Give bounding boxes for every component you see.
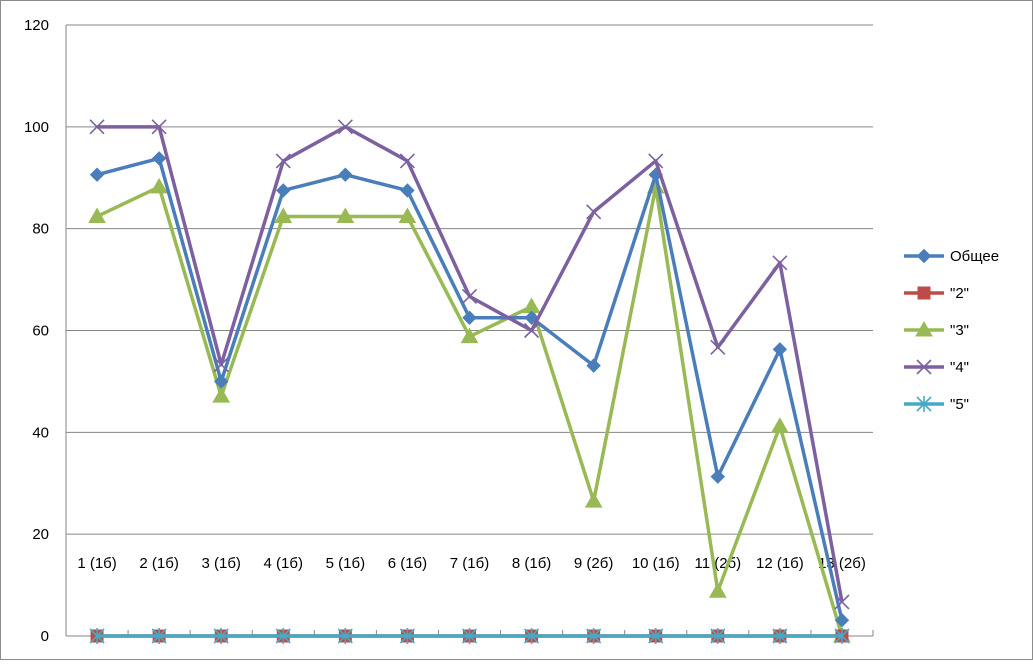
series-line bbox=[97, 125, 844, 603]
data-point-diamond bbox=[462, 310, 477, 325]
data-point-triangle bbox=[336, 207, 355, 223]
data-point-triangle bbox=[708, 582, 727, 598]
data-point-star bbox=[89, 628, 105, 644]
data-point-triangle bbox=[771, 417, 789, 433]
legend-entry: "4" bbox=[904, 359, 969, 376]
data-point-triangle bbox=[522, 297, 541, 314]
data-point-star bbox=[710, 628, 726, 644]
data-point-star bbox=[461, 628, 478, 644]
data-point-triangle bbox=[212, 387, 231, 403]
data-point-square bbox=[917, 286, 931, 300]
legend-label: Общее bbox=[950, 248, 999, 265]
data-point-x bbox=[399, 153, 415, 169]
y-tick-label: 20 bbox=[32, 526, 49, 543]
data-point-triangle bbox=[584, 492, 603, 508]
x-category-label: 8 (1б) bbox=[512, 555, 551, 572]
legend: Общее "2" "3" "4" "5" bbox=[904, 248, 999, 413]
x-category-label: 7 (1б) bbox=[450, 555, 489, 572]
data-point-triangle bbox=[150, 177, 168, 194]
data-point-x bbox=[710, 339, 726, 355]
x-category-label: 12 (1б) bbox=[756, 555, 804, 572]
legend-label: "4" bbox=[950, 359, 969, 376]
data-point-x bbox=[275, 153, 291, 169]
data-point-diamond bbox=[89, 167, 105, 182]
data-point-x bbox=[89, 119, 105, 135]
legend-label: "2" bbox=[950, 285, 969, 302]
data-point-triangle bbox=[460, 327, 479, 344]
x-category-labels: 1 (1б) 2 (1б) 3 (1б) 4 (1б) 5 (1б) 6 (1б) 7 (1… bbox=[77, 555, 866, 572]
data-point-diamond bbox=[338, 167, 353, 182]
data-point-star bbox=[916, 396, 932, 412]
x-category-label: 11 (2б) bbox=[694, 555, 741, 572]
x-category-label: 1 (1б) bbox=[77, 555, 116, 572]
data-point-triangle bbox=[398, 207, 417, 223]
y-tick-label: 100 bbox=[24, 119, 49, 136]
x-category-label: 9 (2б) bbox=[574, 555, 613, 572]
data-point-diamond bbox=[213, 374, 229, 389]
data-point-star bbox=[213, 628, 229, 644]
data-point-star bbox=[648, 628, 664, 644]
data-point-triangle bbox=[274, 207, 293, 223]
data-point-star bbox=[337, 628, 353, 644]
series-4 bbox=[89, 628, 850, 644]
x-category-label: 6 (1б) bbox=[388, 555, 427, 572]
data-point-diamond bbox=[772, 342, 788, 357]
x-category-label: 4 (1б) bbox=[264, 555, 303, 572]
y-tick-label: 60 bbox=[32, 323, 49, 340]
y-tick-labels: 0 20 40 60 80 100 120 bbox=[24, 17, 49, 645]
series-2 bbox=[88, 177, 851, 643]
data-point-x bbox=[772, 255, 788, 271]
y-tick-label: 120 bbox=[24, 17, 49, 34]
series-3 bbox=[89, 119, 850, 610]
data-point-triangle bbox=[88, 207, 106, 223]
x-category-label: 5 (1б) bbox=[326, 555, 365, 572]
y-tick-label: 0 bbox=[41, 628, 49, 645]
y-tick-label: 40 bbox=[32, 424, 49, 441]
data-point-diamond bbox=[834, 613, 850, 628]
legend-entry: "5" bbox=[904, 396, 969, 413]
series-lines bbox=[88, 119, 851, 644]
data-point-diamond bbox=[916, 248, 932, 264]
data-point-star bbox=[151, 628, 167, 644]
data-point-x bbox=[834, 594, 850, 610]
data-point-x bbox=[524, 322, 540, 339]
data-point-diamond bbox=[586, 358, 601, 373]
data-point-star bbox=[772, 628, 788, 644]
legend-entry: "3" bbox=[904, 320, 969, 339]
legend-entry: "2" bbox=[904, 285, 969, 302]
data-point-diamond bbox=[400, 183, 415, 198]
data-point-triangle bbox=[915, 320, 933, 337]
data-point-star bbox=[586, 628, 602, 644]
data-point-x bbox=[586, 204, 602, 220]
data-point-star bbox=[275, 628, 291, 644]
legend-entry: Общее bbox=[904, 248, 999, 265]
data-point-diamond bbox=[276, 183, 291, 198]
x-category-label: 3 (1б) bbox=[201, 555, 240, 572]
x-category-label: 2 (1б) bbox=[139, 555, 178, 572]
x-category-label: 10 (1б) bbox=[632, 555, 680, 572]
legend-label: "5" bbox=[950, 396, 969, 413]
data-point-x bbox=[337, 119, 353, 135]
data-point-star bbox=[834, 628, 850, 644]
data-point-star bbox=[399, 628, 415, 644]
data-point-x bbox=[648, 153, 664, 169]
x-category-label: 13 (2б) bbox=[818, 555, 866, 572]
data-point-x bbox=[151, 119, 167, 135]
y-tick-label: 80 bbox=[32, 221, 49, 238]
data-point-x bbox=[213, 357, 229, 373]
series-line bbox=[96, 156, 844, 621]
data-point-star bbox=[524, 628, 540, 644]
data-point-x bbox=[916, 359, 932, 375]
legend-label: "3" bbox=[950, 322, 969, 339]
data-point-x bbox=[461, 288, 478, 304]
data-point-diamond bbox=[151, 151, 167, 166]
data-point-diamond bbox=[710, 469, 726, 484]
